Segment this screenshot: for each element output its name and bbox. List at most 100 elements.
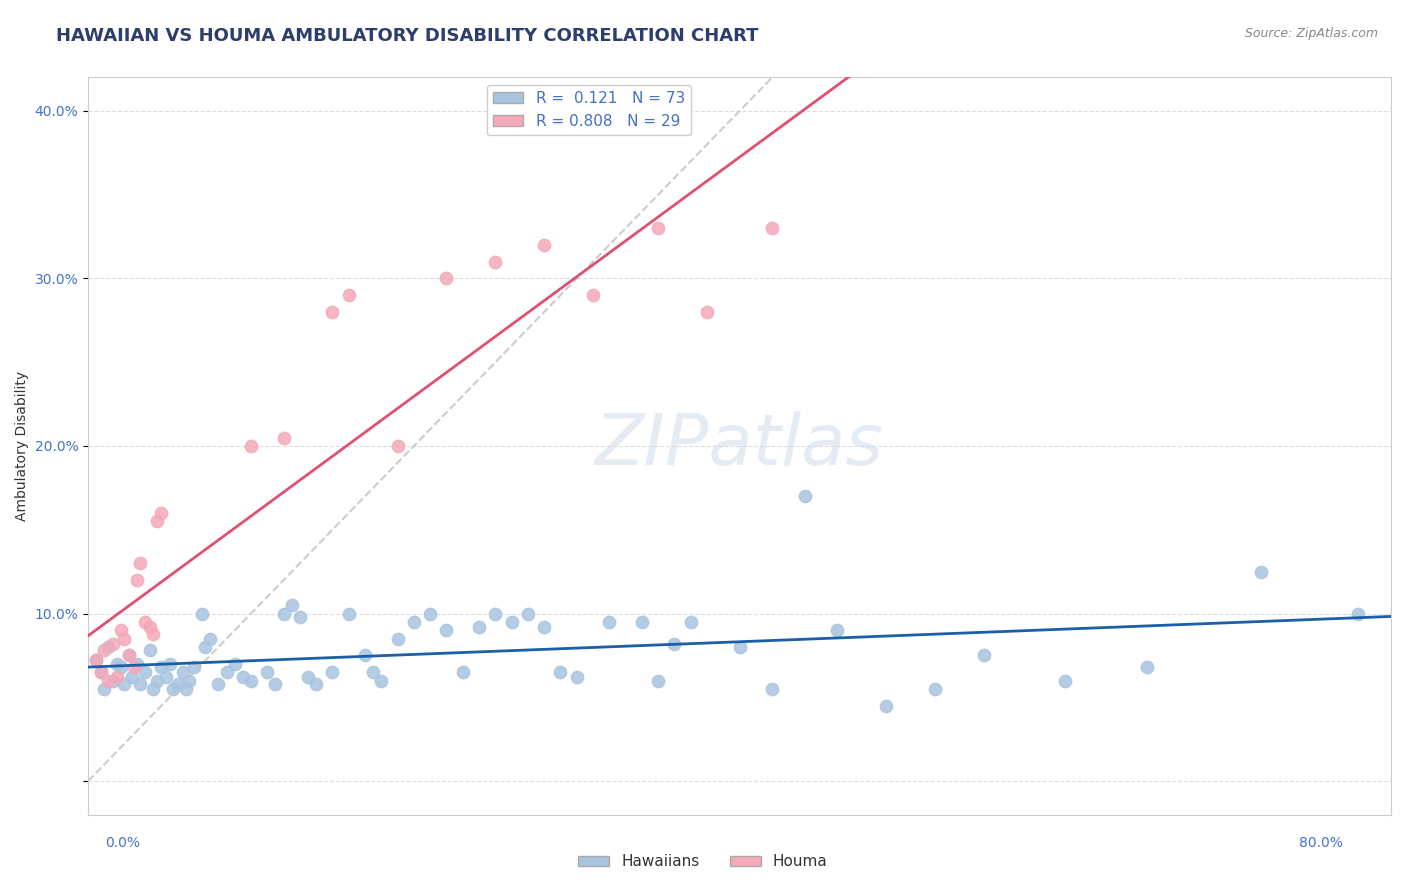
Point	[582, 288, 605, 302]
Point	[387, 632, 409, 646]
Point	[288, 610, 311, 624]
Point	[280, 598, 302, 612]
Point	[370, 673, 392, 688]
Point	[696, 305, 718, 319]
Point	[134, 615, 156, 629]
Point	[125, 573, 148, 587]
Point	[550, 665, 572, 680]
Point	[90, 665, 112, 680]
Point	[1054, 673, 1077, 688]
Point	[145, 515, 167, 529]
Point	[631, 615, 654, 629]
Point	[679, 615, 702, 629]
Point	[145, 673, 167, 688]
Point	[1250, 565, 1272, 579]
Point	[110, 660, 132, 674]
Point	[112, 632, 135, 646]
Point	[419, 607, 441, 621]
Point	[361, 665, 384, 680]
Point	[93, 643, 115, 657]
Point	[827, 624, 849, 638]
Point	[172, 665, 194, 680]
Point	[118, 648, 141, 663]
Point	[875, 698, 897, 713]
Point	[107, 657, 129, 671]
Point	[240, 439, 263, 453]
Point	[305, 677, 328, 691]
Point	[924, 681, 946, 696]
Point	[166, 677, 188, 691]
Legend: Hawaiians, Houma: Hawaiians, Houma	[572, 848, 834, 875]
Text: 80.0%: 80.0%	[1299, 837, 1343, 850]
Point	[533, 620, 555, 634]
Point	[256, 665, 278, 680]
Point	[451, 665, 474, 680]
Point	[664, 637, 686, 651]
Point	[121, 670, 143, 684]
Point	[155, 670, 177, 684]
Point	[484, 607, 506, 621]
Point	[122, 660, 145, 674]
Point	[112, 677, 135, 691]
Point	[142, 681, 165, 696]
Point	[1347, 607, 1369, 621]
Point	[139, 643, 162, 657]
Point	[101, 637, 124, 651]
Point	[647, 673, 669, 688]
Point	[273, 607, 295, 621]
Point	[565, 670, 588, 684]
Point	[297, 670, 319, 684]
Point	[183, 660, 205, 674]
Point	[484, 254, 506, 268]
Point	[436, 624, 458, 638]
Point	[436, 271, 458, 285]
Point	[84, 653, 107, 667]
Point	[354, 648, 377, 663]
Point	[516, 607, 538, 621]
Point	[264, 677, 287, 691]
Point	[93, 681, 115, 696]
Point	[125, 657, 148, 671]
Point	[194, 640, 217, 654]
Text: ZIPatlas: ZIPatlas	[595, 411, 884, 481]
Point	[101, 673, 124, 688]
Point	[598, 615, 620, 629]
Point	[139, 620, 162, 634]
Text: Source: ZipAtlas.com: Source: ZipAtlas.com	[1244, 27, 1378, 40]
Point	[273, 431, 295, 445]
Point	[84, 653, 107, 667]
Text: HAWAIIAN VS HOUMA AMBULATORY DISABILITY CORRELATION CHART: HAWAIIAN VS HOUMA AMBULATORY DISABILITY …	[56, 27, 759, 45]
Point	[232, 670, 254, 684]
Point	[533, 238, 555, 252]
Point	[973, 648, 995, 663]
Point	[337, 607, 360, 621]
Point	[793, 489, 815, 503]
Point	[97, 673, 120, 688]
Point	[321, 305, 343, 319]
Text: 0.0%: 0.0%	[105, 837, 141, 850]
Point	[150, 506, 173, 520]
Point	[179, 673, 201, 688]
Point	[174, 681, 197, 696]
Point	[1136, 660, 1159, 674]
Point	[240, 673, 263, 688]
Point	[134, 665, 156, 680]
Point	[162, 681, 184, 696]
Point	[501, 615, 523, 629]
Point	[761, 221, 783, 235]
Point	[142, 626, 165, 640]
Point	[647, 221, 669, 235]
Point	[468, 620, 491, 634]
Point	[118, 648, 141, 663]
Legend: R =  0.121   N = 73, R = 0.808   N = 29: R = 0.121 N = 73, R = 0.808 N = 29	[486, 85, 690, 135]
Point	[107, 670, 129, 684]
Point	[207, 677, 229, 691]
Point	[761, 681, 783, 696]
Point	[402, 615, 425, 629]
Point	[387, 439, 409, 453]
Point	[215, 665, 238, 680]
Point	[321, 665, 343, 680]
Point	[224, 657, 246, 671]
Point	[191, 607, 214, 621]
Y-axis label: Ambulatory Disability: Ambulatory Disability	[15, 371, 30, 521]
